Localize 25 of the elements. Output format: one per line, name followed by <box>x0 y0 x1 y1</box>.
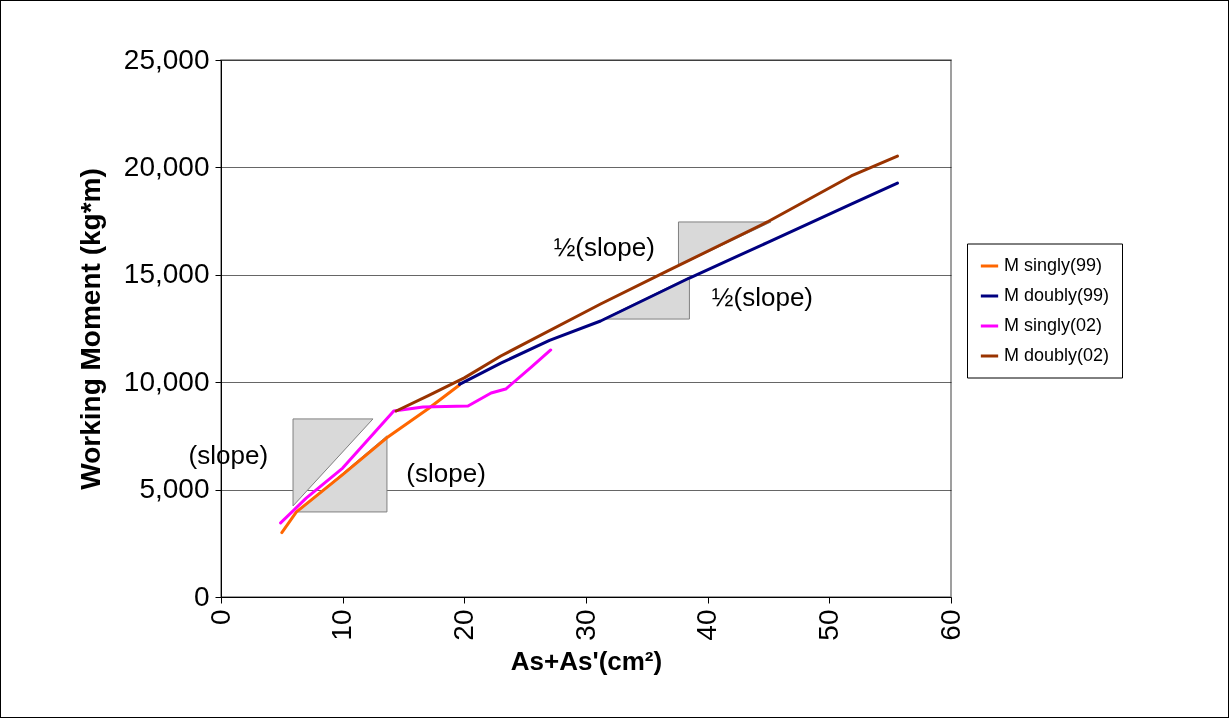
annotation: ½(slope) <box>553 231 655 262</box>
legend-label: M doubly(02) <box>1004 345 1110 365</box>
x-tick-label: 30 <box>569 609 601 641</box>
x-tick-label: 20 <box>447 609 479 641</box>
annotation: (slope) <box>406 457 486 488</box>
x-tick-label: 0 <box>204 609 236 626</box>
y-tick-label: 20,000 <box>123 150 210 182</box>
x-tick-label: 10 <box>326 609 358 641</box>
y-tick-label: 5,000 <box>139 473 210 505</box>
legend-label: M doubly(99) <box>1004 285 1110 305</box>
x-axis-title: As+As'(cm²) <box>510 645 663 676</box>
y-tick-label: 10,000 <box>123 365 210 397</box>
y-axis-title: Working Moment (kg*m) <box>74 168 106 490</box>
legend-label: M singly(99) <box>1004 255 1103 275</box>
y-tick-label: 15,000 <box>123 258 210 290</box>
annotation: ½(slope) <box>711 282 813 312</box>
legend-label: M singly(02) <box>1004 315 1103 335</box>
x-tick-label: 50 <box>812 609 844 641</box>
x-tick-label: 60 <box>934 609 966 641</box>
y-tick-label: 25,000 <box>123 43 210 75</box>
x-tick-label: 40 <box>691 609 723 641</box>
line-series <box>457 181 899 386</box>
line-series <box>279 348 553 525</box>
y-tick-label: 0 <box>193 580 210 612</box>
line-series <box>394 154 899 413</box>
